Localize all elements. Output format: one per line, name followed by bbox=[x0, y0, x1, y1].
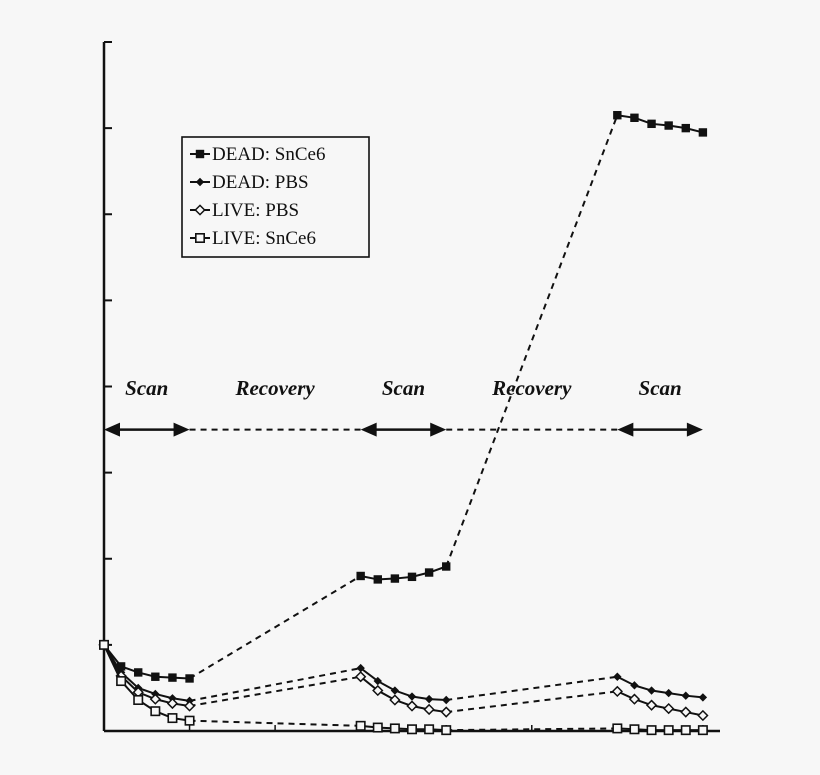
series-2-point-16 bbox=[680, 706, 692, 718]
series-0-point-4 bbox=[168, 673, 177, 682]
series-0-point-7 bbox=[373, 575, 382, 584]
series-2-recovery-line-6 bbox=[189, 675, 361, 708]
series-1-point-13 bbox=[630, 681, 639, 690]
legend-label-2: LIVE: PBS bbox=[212, 200, 299, 221]
series-0-point-16 bbox=[681, 123, 690, 133]
phase-arrowhead-right-4 bbox=[686, 422, 703, 437]
series-3-point-1 bbox=[116, 676, 127, 687]
series-2-point-9 bbox=[406, 700, 418, 712]
series-1-scan-line-1 bbox=[360, 667, 447, 701]
series-2-point-6 bbox=[355, 671, 367, 683]
phase-label-1: Recovery bbox=[234, 376, 315, 400]
series-1-point-9 bbox=[407, 692, 417, 701]
series-0-point-9 bbox=[407, 572, 417, 582]
series-1-point-16 bbox=[681, 691, 690, 700]
legend-marker-0 bbox=[195, 149, 205, 159]
series-2-point-5 bbox=[183, 700, 196, 712]
legend-marker-3 bbox=[195, 233, 206, 244]
series-0-point-5 bbox=[185, 674, 194, 683]
series-2-point-8 bbox=[389, 694, 401, 706]
series-1-recovery-line-6 bbox=[189, 667, 361, 702]
phase-annotations: Scan Recovery Scan Recovery Scan bbox=[104, 376, 703, 437]
series-3-point-0 bbox=[99, 639, 110, 650]
phase-label-3: Recovery bbox=[491, 376, 572, 400]
series-3-point-12 bbox=[612, 723, 623, 734]
series-1-point-8 bbox=[390, 686, 400, 695]
series-3-point-7 bbox=[372, 722, 383, 733]
series-3-point-14 bbox=[646, 725, 657, 736]
phase-arrowhead-right-2 bbox=[430, 422, 447, 437]
series-0-point-17 bbox=[698, 128, 708, 137]
phase-label-4: Scan bbox=[639, 376, 682, 400]
legend: DEAD: SnCe6 DEAD: PBS LIVE: PBS LIVE: SnCe6 bbox=[181, 136, 370, 258]
series-0-point-10 bbox=[424, 568, 434, 577]
series-3-point-6 bbox=[355, 720, 366, 731]
phase-label-0: Scan bbox=[125, 376, 168, 400]
phase-label-2: Scan bbox=[382, 376, 425, 400]
series-3-point-4 bbox=[167, 713, 178, 724]
series-3-point-16 bbox=[680, 725, 691, 736]
series-0-point-12 bbox=[613, 111, 622, 120]
series-3-point-17 bbox=[697, 725, 708, 736]
legend-marker-2 bbox=[194, 204, 206, 216]
series-0-scan-line-1 bbox=[360, 565, 447, 581]
series-1-point-6 bbox=[356, 663, 365, 673]
series-1-point-12 bbox=[613, 672, 622, 681]
series-2-point-4 bbox=[166, 697, 179, 710]
series-2-point-17 bbox=[697, 709, 709, 722]
series-group bbox=[98, 111, 709, 736]
series-0-point-8 bbox=[390, 574, 400, 583]
series-1-scan-line-2 bbox=[616, 675, 703, 699]
series-1-point-14 bbox=[647, 686, 656, 695]
series-3-point-10 bbox=[424, 724, 435, 735]
series-2-point-14 bbox=[645, 699, 658, 711]
series-2-point-11 bbox=[440, 706, 452, 718]
series-2-point-15 bbox=[663, 702, 675, 715]
series-2-point-13 bbox=[628, 693, 641, 705]
legend-label-1: DEAD: PBS bbox=[212, 172, 309, 193]
series-0-point-3 bbox=[151, 672, 160, 681]
series-2-point-7 bbox=[372, 684, 384, 697]
series-1-point-11 bbox=[442, 695, 451, 705]
series-3-point-9 bbox=[406, 724, 417, 735]
series-0-point-11 bbox=[442, 562, 451, 571]
series-0-recovery-line-6 bbox=[189, 575, 362, 680]
series-2-point-12 bbox=[611, 685, 623, 698]
series-3-point-13 bbox=[629, 724, 640, 735]
series-1-point-17 bbox=[698, 693, 708, 702]
series-1-recovery-line-12 bbox=[446, 675, 618, 701]
series-0-point-15 bbox=[664, 121, 673, 130]
series-2-recovery-line-12 bbox=[446, 690, 618, 714]
legend-marker-1 bbox=[195, 177, 205, 187]
series-3 bbox=[99, 639, 708, 736]
series-1-point-10 bbox=[424, 694, 434, 704]
series-0-point-2 bbox=[134, 668, 143, 677]
series-0-point-1 bbox=[116, 662, 126, 671]
series-2-point-10 bbox=[423, 703, 435, 716]
series-3-point-3 bbox=[150, 706, 161, 717]
legend-label-0: DEAD: SnCe6 bbox=[212, 144, 325, 165]
legend-label-3: LIVE: SnCe6 bbox=[212, 228, 316, 249]
series-3-point-11 bbox=[441, 725, 452, 736]
phase-arrowhead-left-0 bbox=[104, 422, 120, 437]
legend-box bbox=[181, 136, 370, 258]
series-0-recovery-line-12 bbox=[445, 114, 619, 567]
series-0-scan-line-2 bbox=[617, 114, 704, 134]
series-3-point-2 bbox=[133, 694, 144, 705]
series-1-point-7 bbox=[373, 676, 382, 686]
phase-arrowhead-right-0 bbox=[173, 422, 190, 437]
series-3-point-8 bbox=[389, 723, 400, 734]
phase-arrowhead-left-2 bbox=[360, 422, 377, 437]
series-0-point-13 bbox=[630, 113, 639, 122]
series-3-point-5 bbox=[184, 715, 195, 726]
series-0 bbox=[99, 111, 708, 683]
series-3-point-15 bbox=[663, 725, 674, 736]
series-1-point-15 bbox=[664, 688, 673, 698]
series-0-point-6 bbox=[356, 571, 365, 581]
phase-arrowhead-left-4 bbox=[617, 422, 634, 437]
series-2-point-3 bbox=[149, 693, 161, 705]
series-0-point-14 bbox=[647, 119, 656, 129]
